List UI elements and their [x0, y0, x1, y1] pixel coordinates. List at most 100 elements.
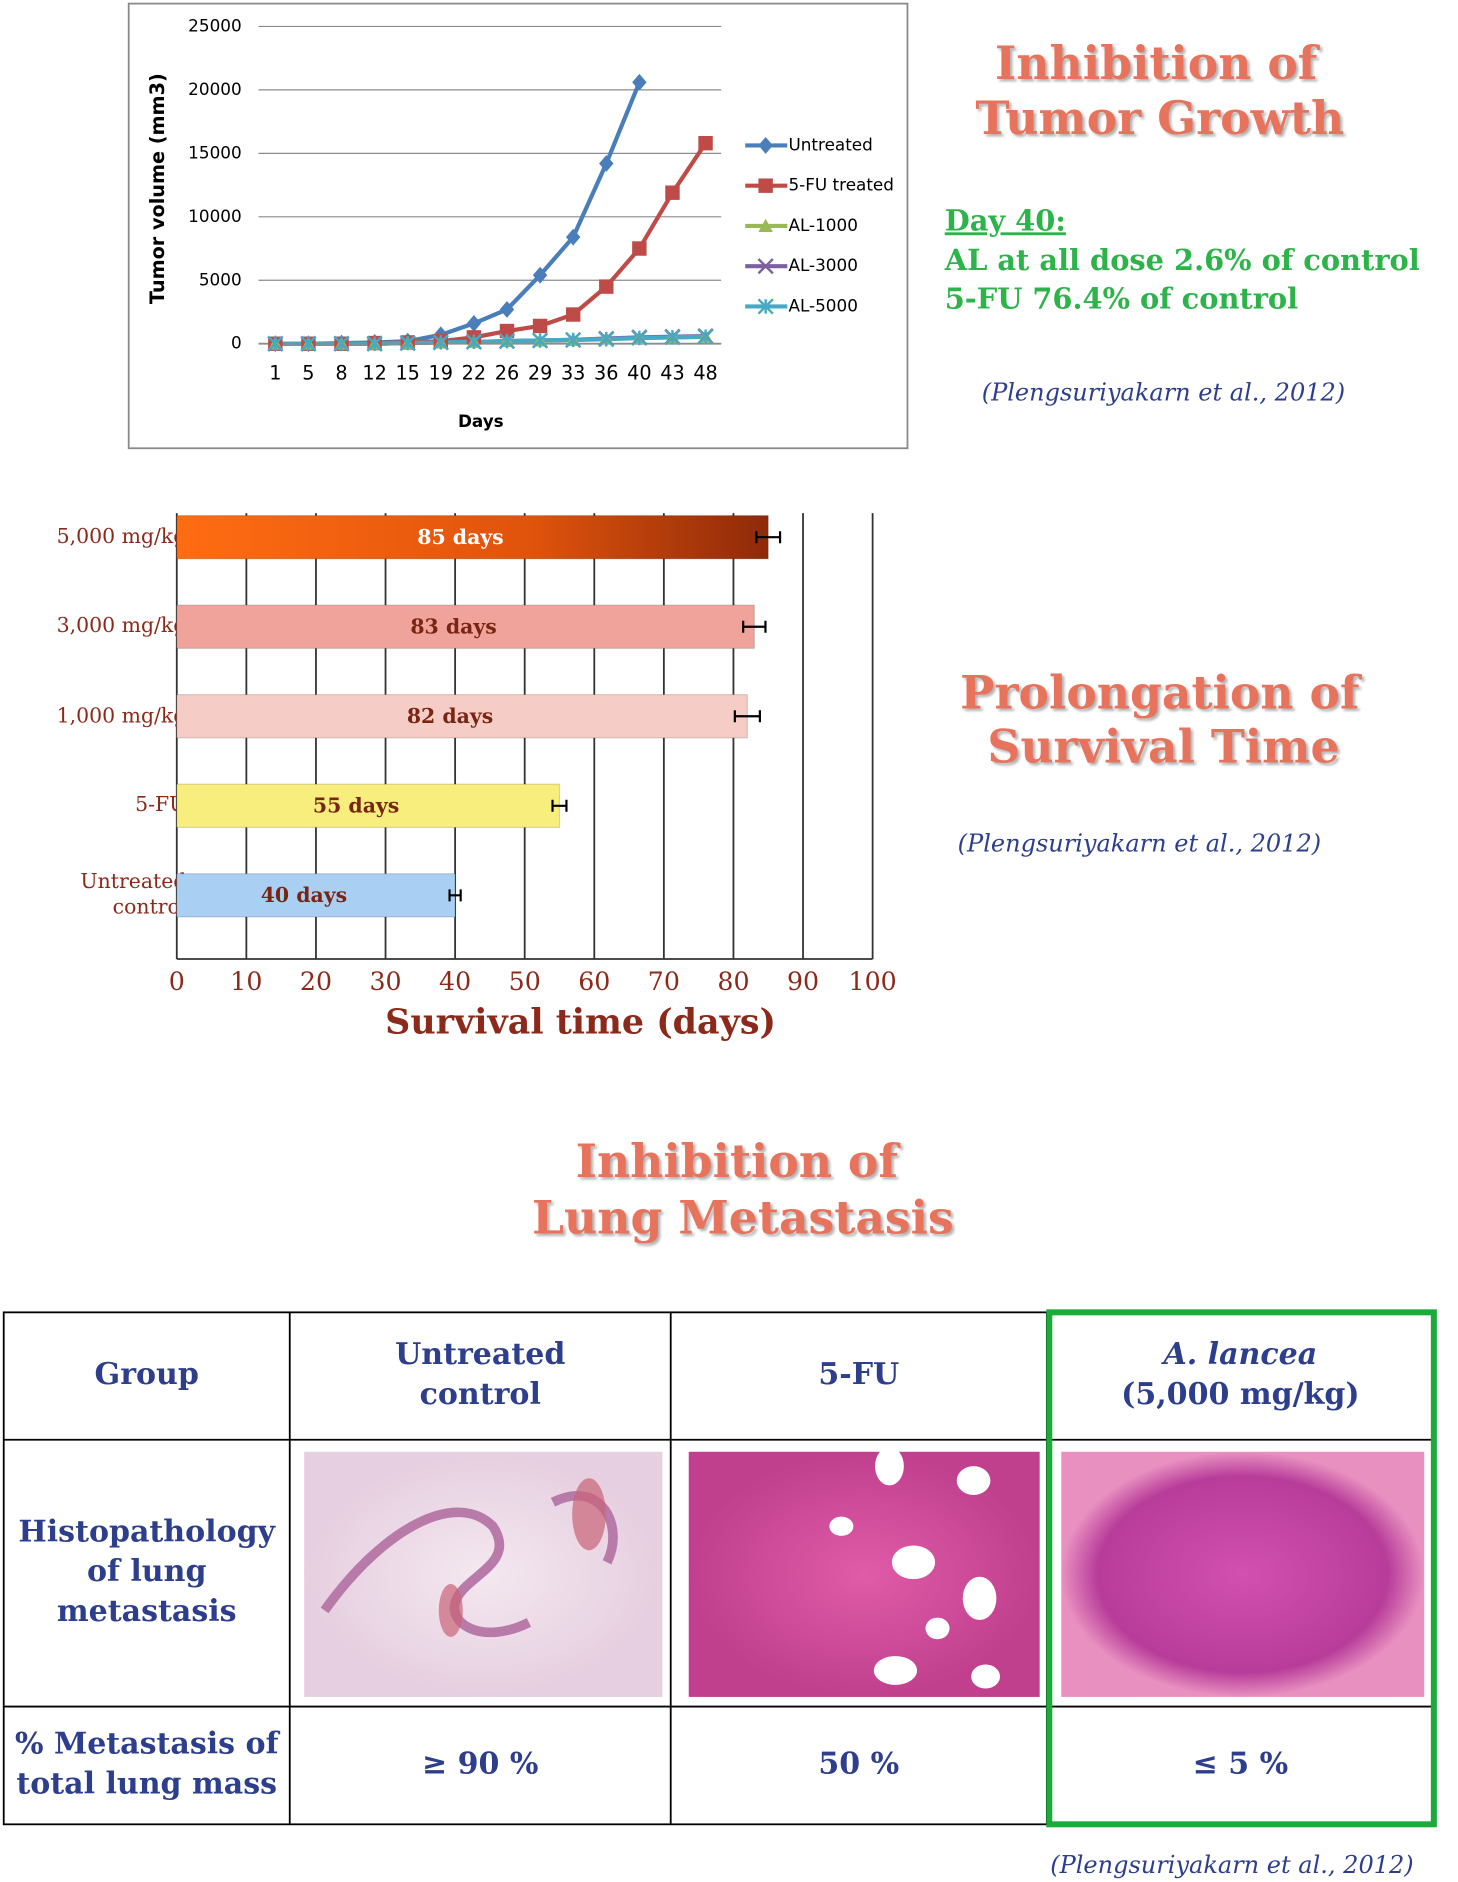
x-tick-label: 22 — [462, 361, 486, 384]
x-tick-label: 43 — [660, 361, 684, 384]
marker — [598, 331, 615, 348]
legend-label: Untreated — [788, 134, 872, 154]
table-cell: 5-FU — [818, 1357, 899, 1392]
histology-image — [688, 1446, 1040, 1697]
marker — [698, 135, 713, 151]
x-axis-label: Days — [458, 411, 504, 431]
x-axis-label: Survival time (days) — [385, 1001, 776, 1042]
category-label: 1,000 mg/kg — [56, 703, 187, 728]
legend-label: AL-1000 — [788, 215, 857, 235]
x-tick-label: 40 — [439, 967, 471, 996]
bar — [176, 694, 748, 739]
citation: (Plengsuriyakarn et al., 2012) — [958, 829, 1321, 857]
error-bar — [755, 531, 782, 544]
y-tick-label: 10000 — [188, 206, 241, 226]
marker — [632, 241, 647, 256]
table-cell: % Metastasis of — [15, 1727, 281, 1762]
x-tick-label: 36 — [594, 361, 618, 384]
x-tick-label: 26 — [495, 361, 519, 384]
category-label: 5-FU — [135, 793, 187, 818]
y-tick-label: 20000 — [188, 79, 241, 99]
x-tick-label: 10 — [230, 967, 262, 996]
y-tick-label: 25000 — [188, 15, 241, 35]
bar — [176, 873, 456, 918]
category-label: 5-FU — [135, 793, 187, 818]
marker — [366, 335, 383, 352]
note: 5-FU 76.4% of control — [945, 281, 1298, 315]
x-tick-label: 1 — [269, 361, 281, 384]
category-label: 3,000 mg/kg — [56, 614, 187, 639]
heading: Tumor Growth — [975, 91, 1344, 145]
x-tick-label: 100 — [849, 967, 897, 996]
category-label: Untreated control — [80, 870, 187, 920]
x-tick-label: 48 — [693, 361, 717, 384]
category-label: 5,000 mg/kg — [56, 524, 187, 549]
y-tick-label: 15000 — [188, 142, 241, 162]
category-label: 1,000 mg/kg — [56, 703, 187, 728]
highlight-box — [1046, 1309, 1437, 1828]
marker — [499, 323, 515, 339]
marker — [758, 218, 773, 232]
x-tick-label: 33 — [561, 361, 585, 384]
error-bar — [742, 620, 767, 633]
marker — [399, 335, 416, 352]
marker — [631, 329, 648, 347]
marker — [757, 298, 774, 315]
heading: Survival Time — [987, 720, 1339, 774]
table-cell: (5,000 mg/kg) — [1121, 1377, 1359, 1412]
marker — [333, 335, 350, 352]
legend-label: AL-3000 — [788, 255, 857, 275]
marker — [300, 335, 317, 352]
x-tick-label: 29 — [528, 361, 552, 384]
marker — [532, 332, 549, 349]
bar — [176, 514, 769, 560]
x-tick-label: 60 — [578, 967, 610, 996]
citation: (Plengsuriyakarn et al., 2012) — [982, 379, 1345, 407]
data-label: 85 days — [417, 525, 503, 549]
error-bar — [448, 889, 462, 902]
data-label: 40 days — [261, 883, 347, 907]
category-label: Untreated control — [80, 870, 187, 920]
x-tick-label: 19 — [429, 361, 453, 384]
x-tick-label: 20 — [300, 967, 332, 996]
x-tick-label: 15 — [395, 361, 419, 384]
table-cell: ≤ 5 % — [1193, 1746, 1289, 1781]
marker — [697, 328, 714, 345]
marker — [664, 329, 681, 346]
data-label: 83 days — [410, 614, 496, 638]
marker — [466, 314, 482, 332]
heading: Prolongation of — [960, 666, 1363, 720]
marker — [267, 335, 284, 352]
x-tick-label: 30 — [369, 967, 401, 996]
y-tick-label: 0 — [231, 333, 242, 353]
table-cell: metastasis — [57, 1594, 237, 1629]
histology-image — [304, 1451, 663, 1697]
marker — [498, 333, 516, 350]
x-tick-label: 8 — [335, 361, 347, 384]
x-tick-label: 0 — [169, 967, 185, 996]
table-cell: 50 % — [818, 1746, 899, 1781]
x-tick-label: 40 — [627, 361, 651, 384]
heading: Lung Metastasis — [532, 1191, 954, 1245]
marker — [432, 334, 449, 351]
marker — [757, 258, 774, 275]
x-tick-label: 50 — [509, 967, 541, 996]
marker — [665, 185, 680, 200]
table-cell: ≥ 90 % — [422, 1746, 538, 1781]
table-cell: control — [420, 1377, 541, 1412]
histology-image — [1061, 1451, 1425, 1697]
category-label: 5,000 mg/kg — [56, 524, 187, 549]
note: AL at all dose 2.6% of control — [944, 243, 1420, 277]
data-label: 55 days — [313, 794, 399, 818]
error-bar — [551, 799, 568, 812]
table-cell: of lung — [87, 1554, 206, 1589]
note-label: Day 40: — [945, 203, 1066, 237]
heading: Inhibition of — [995, 36, 1321, 90]
x-tick-label: 12 — [362, 361, 386, 384]
table-cell: Group — [95, 1357, 199, 1392]
bar — [176, 783, 561, 829]
heading: Inhibition of — [576, 1134, 902, 1188]
error-bar — [733, 710, 761, 723]
